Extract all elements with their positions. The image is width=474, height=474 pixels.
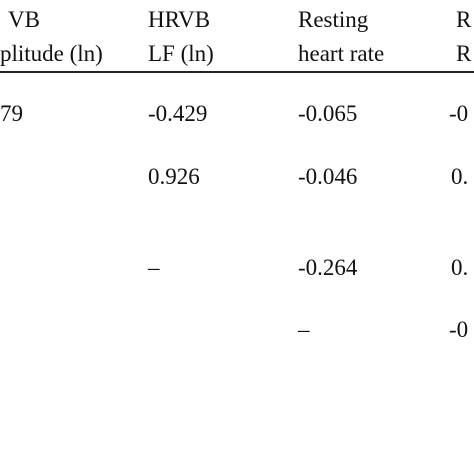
header-rule: [0, 71, 474, 73]
cell: -0.065: [298, 101, 358, 126]
header-cell: Resting: [298, 7, 369, 32]
cell: –: [298, 317, 310, 342]
header-cell: VB: [8, 7, 40, 32]
header-cell: R: [456, 7, 472, 32]
cell: -0.264: [298, 255, 358, 280]
header-cell: heart rate: [298, 41, 385, 66]
cell: -0.429: [148, 101, 208, 126]
header-cell: plitude (ln): [0, 41, 103, 66]
cell: 79: [0, 101, 23, 126]
cell: -0: [449, 317, 469, 342]
cell: -0: [449, 101, 469, 126]
cell: 0.926: [148, 164, 200, 189]
header-cell: HRVB: [148, 7, 211, 32]
cell: 0.: [451, 164, 469, 189]
cell: -0.046: [298, 164, 358, 189]
header-cell: R: [456, 41, 472, 66]
header-cell: LF (ln): [148, 41, 214, 66]
cell: 0.: [451, 255, 469, 280]
cell: –: [148, 255, 160, 280]
